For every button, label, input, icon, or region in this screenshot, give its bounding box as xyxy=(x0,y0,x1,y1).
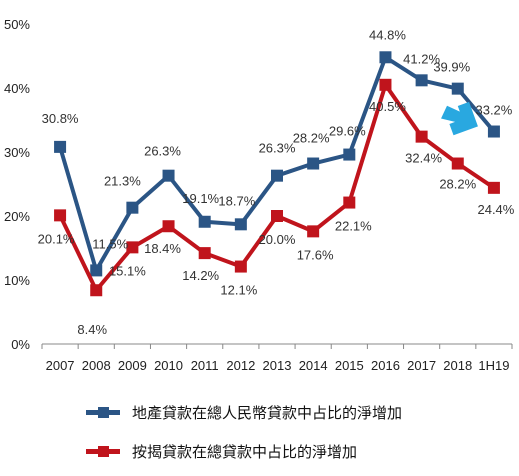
legend-swatch-property-loans xyxy=(86,407,120,418)
data-label: 39.9% xyxy=(433,60,470,75)
data-label: 30.8% xyxy=(42,111,79,126)
trend-arrow-icon xyxy=(441,101,478,136)
data-label: 22.1% xyxy=(335,219,372,234)
data-point xyxy=(90,264,103,277)
data-label: 26.3% xyxy=(259,141,296,156)
data-label: 24.4% xyxy=(477,202,514,217)
data-point xyxy=(162,169,175,182)
legend-label-property-loans: 地產貸款在總人民幣貸款中占比的淨增加 xyxy=(132,404,403,422)
data-point xyxy=(162,220,175,233)
y-tick-label: 10% xyxy=(4,273,30,288)
data-point xyxy=(198,247,211,260)
data-point xyxy=(54,209,67,222)
series-layer xyxy=(54,51,500,297)
data-point xyxy=(415,130,428,143)
data-point xyxy=(90,284,103,297)
data-point xyxy=(271,169,283,182)
data-point xyxy=(379,51,392,64)
data-label: 17.6% xyxy=(297,247,334,262)
data-point xyxy=(415,74,428,87)
x-tick-label: 2010 xyxy=(154,358,183,373)
y-tick-label: 50% xyxy=(4,17,30,32)
x-tick-label: 2014 xyxy=(299,358,328,373)
data-label: 32.4% xyxy=(405,151,442,166)
legend-swatch-mortgage-loans xyxy=(86,446,120,457)
y-tick-label: 0% xyxy=(11,337,30,352)
data-label: 29.6% xyxy=(329,124,366,139)
data-point xyxy=(126,201,139,214)
y-tick-label: 20% xyxy=(4,209,30,224)
y-tick-label: 40% xyxy=(4,81,30,96)
data-label: 44.8% xyxy=(369,27,406,42)
data-label: 41.2% xyxy=(403,51,440,66)
data-point xyxy=(234,218,247,231)
x-tick-label: 2018 xyxy=(443,358,472,373)
data-point xyxy=(307,225,320,238)
x-tick-label: 2008 xyxy=(82,358,111,373)
data-label: 26.3% xyxy=(144,144,181,159)
x-tick-label: 2013 xyxy=(263,358,292,373)
data-point xyxy=(379,78,392,91)
data-label: 8.4% xyxy=(77,322,107,337)
data-point xyxy=(487,181,500,194)
data-point xyxy=(198,215,211,228)
legend-item-property-loans: 地產貸款在總人民幣貸款中占比的淨增加 xyxy=(86,402,402,423)
x-tick-label: 2007 xyxy=(46,358,75,373)
x-axis: 2007 2008 2009 2010 2011 2012 2013 2014 2015 2016… xyxy=(41,343,513,373)
data-label: 28.2% xyxy=(439,177,476,192)
data-label: 18.4% xyxy=(144,241,181,256)
x-tick-label: 2015 xyxy=(335,358,364,373)
data-label: 20.0% xyxy=(259,232,296,247)
data-label: 33.2% xyxy=(475,103,512,118)
data-point xyxy=(343,196,356,209)
y-axis: 0% 10% 20% 30% 40% 50% xyxy=(4,17,30,352)
x-tick-label: 2017 xyxy=(407,358,436,373)
legend-label-mortgage-loans: 按揭貸款在總貸款中占比的淨增加 xyxy=(132,443,358,461)
x-tick-label: 2016 xyxy=(371,358,400,373)
data-label: 21.3% xyxy=(104,174,141,189)
data-label: 18.7% xyxy=(218,193,255,208)
x-tick-label: 2009 xyxy=(118,358,147,373)
annotation xyxy=(441,101,478,136)
data-label: 15.1% xyxy=(109,263,146,278)
data-label: 11.5% xyxy=(92,236,128,251)
data-label: 19.1% xyxy=(182,191,219,206)
data-labels: 30.8%11.5%21.3%26.3%19.1% 18.7%26.3%28.2%… xyxy=(38,27,515,337)
legend-item-mortgage-loans: 按揭貸款在總貸款中占比的淨增加 xyxy=(86,441,357,462)
data-label: 20.1% xyxy=(38,231,75,246)
x-tick-label: 2012 xyxy=(226,358,255,373)
data-point xyxy=(451,157,464,170)
data-label: 40.5% xyxy=(369,99,406,114)
data-point xyxy=(343,148,356,161)
data-point xyxy=(487,125,500,138)
data-label: 14.2% xyxy=(182,268,219,283)
data-point xyxy=(234,260,247,273)
data-point xyxy=(126,241,139,254)
data-label: 28.2% xyxy=(293,131,330,146)
data-label: 12.1% xyxy=(220,283,257,298)
data-point xyxy=(54,140,67,153)
x-tick-label: 1H19 xyxy=(478,358,509,373)
data-point xyxy=(307,157,320,170)
y-tick-label: 30% xyxy=(4,145,30,160)
data-point xyxy=(451,82,464,95)
data-point xyxy=(271,210,283,222)
x-tick-label: 2011 xyxy=(191,358,219,373)
